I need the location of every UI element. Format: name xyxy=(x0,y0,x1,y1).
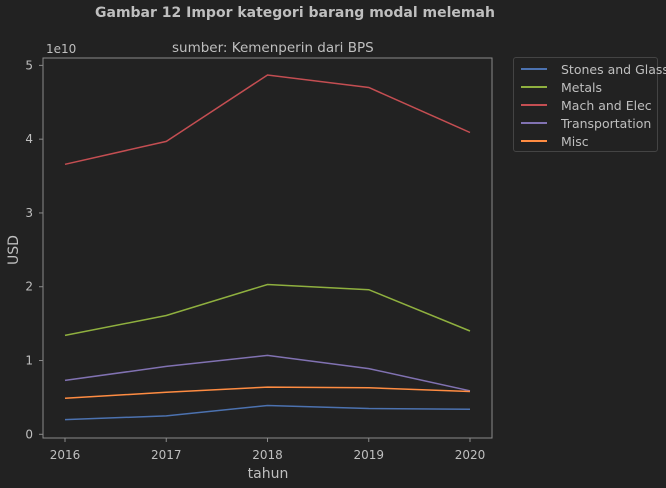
legend-label: Mach and Elec xyxy=(561,97,652,113)
x-tick-label: 2017 xyxy=(151,448,182,462)
legend-swatch xyxy=(521,122,547,124)
series-line-misc xyxy=(64,386,471,399)
x-axis-label: tahun xyxy=(248,466,289,482)
x-tick-label: 2016 xyxy=(50,448,81,462)
y-tick-label: 3 xyxy=(25,206,33,220)
y-tick-label: 2 xyxy=(25,280,33,294)
y-tick-label: 4 xyxy=(25,132,33,146)
series-line-metals xyxy=(64,283,471,337)
legend-item: Misc xyxy=(514,132,589,150)
legend-item: Metals xyxy=(514,78,602,96)
plot-area xyxy=(42,57,493,439)
y-axis-label: USD xyxy=(6,235,22,265)
legend-label: Transportation xyxy=(561,115,652,131)
x-tick-label: 2020 xyxy=(455,448,486,462)
series-line-stones-and-glass xyxy=(64,404,471,421)
series-line-transportation xyxy=(64,354,471,392)
legend-item: Transportation xyxy=(514,114,651,132)
legend-swatch xyxy=(521,140,547,142)
y-tick-label: 0 xyxy=(25,427,33,441)
legend: Stones and Glass Metals Mach and Elec Trans… xyxy=(513,57,666,152)
legend-label: Misc xyxy=(561,133,589,149)
legend-swatch xyxy=(521,68,547,70)
y-tick-label: 5 xyxy=(25,58,33,72)
figure-suptitle: Gambar 12 Impor kategori barang modal me… xyxy=(95,5,495,21)
x-tick-label: 2019 xyxy=(353,448,384,462)
y-offset-label: 1e10 xyxy=(46,42,76,56)
y-tick-label: 1 xyxy=(25,354,33,368)
legend-label: Metals xyxy=(561,79,603,95)
legend-swatch xyxy=(521,86,547,88)
legend-label: Stones and Glass xyxy=(561,61,666,77)
x-tick-label: 2018 xyxy=(252,448,283,462)
legend-item: Stones and Glass xyxy=(514,60,666,78)
legend-swatch xyxy=(521,104,547,106)
series-line-mach-and-elec xyxy=(64,74,471,166)
chart-title: sumber: Kemenperin dari BPS xyxy=(172,40,374,56)
legend-item: Mach and Elec xyxy=(514,96,652,114)
